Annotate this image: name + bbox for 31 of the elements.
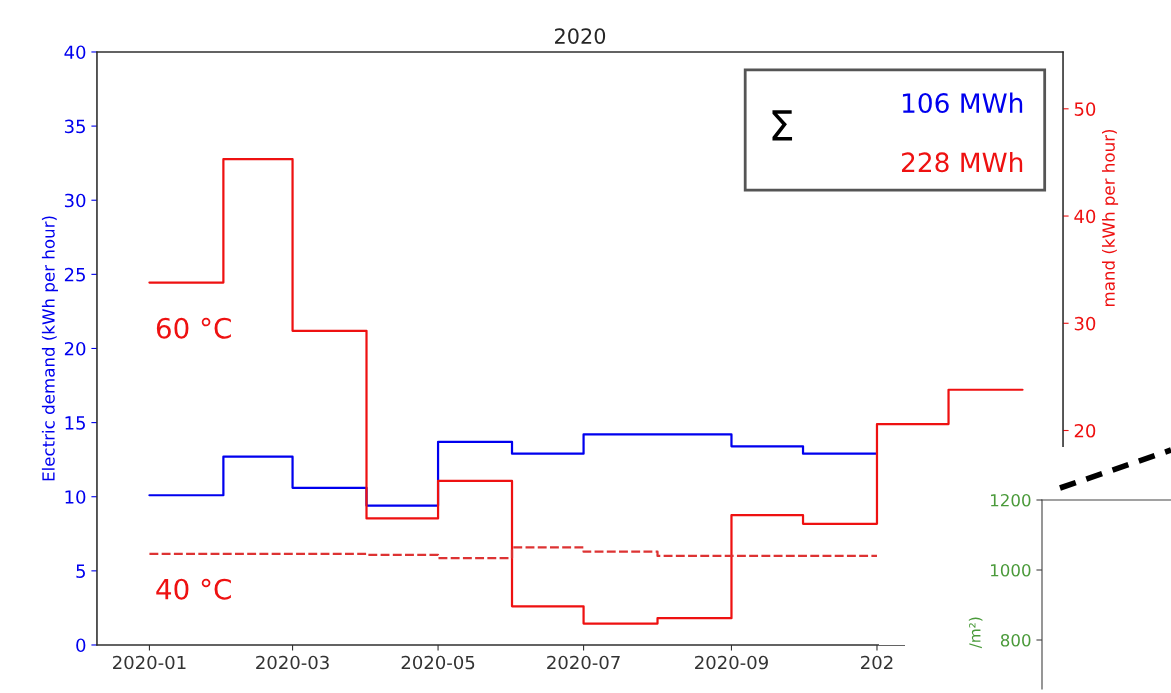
- y2-tick-label: 20: [1074, 423, 1096, 438]
- chart-title: 2020: [555, 28, 606, 44]
- y-tick-label: 40: [64, 45, 86, 60]
- y2-axis-title: mand (kWh per hour): [1101, 129, 1119, 307]
- y-tick-label: 35: [64, 119, 85, 134]
- y-tick-label: 0: [76, 638, 86, 653]
- x-tick-label: 202: [861, 655, 893, 670]
- y-axis-title: Electric demand (kWh per hour): [41, 216, 59, 481]
- y-tick-label: 20: [64, 341, 86, 356]
- annotation: 228 MWh: [901, 151, 1023, 173]
- x-tick-label: 2020-05: [401, 655, 475, 670]
- annotation: 40 °C: [156, 578, 231, 600]
- x-tick-label: 2020-09: [695, 655, 768, 670]
- y2-tick-label: 40: [1074, 209, 1096, 224]
- y-tick-label: 1200: [991, 493, 1031, 507]
- y-tick-label: 10: [65, 490, 86, 504]
- y-tick-label: 800: [1000, 633, 1031, 647]
- y2-tick-label: 50: [1074, 102, 1096, 116]
- y-tick-label: 25: [64, 267, 85, 282]
- annotation: 60 °C: [156, 317, 231, 339]
- x-tick-label: 2020-07: [547, 655, 620, 670]
- y2-tick-label: 30: [1074, 316, 1096, 331]
- y-tick-label: 30: [64, 193, 86, 208]
- y-axis-title: /m²): [968, 617, 983, 649]
- annotation: Σ: [772, 110, 793, 141]
- y-tick-label: 5: [76, 564, 85, 578]
- y-tick-label: 15: [65, 416, 85, 430]
- x-tick-label: 2020-01: [113, 655, 186, 670]
- x-tick-label: 2020-03: [256, 655, 329, 670]
- annotation: 106 MWh: [902, 92, 1023, 113]
- y-tick-label: 1000: [991, 563, 1031, 577]
